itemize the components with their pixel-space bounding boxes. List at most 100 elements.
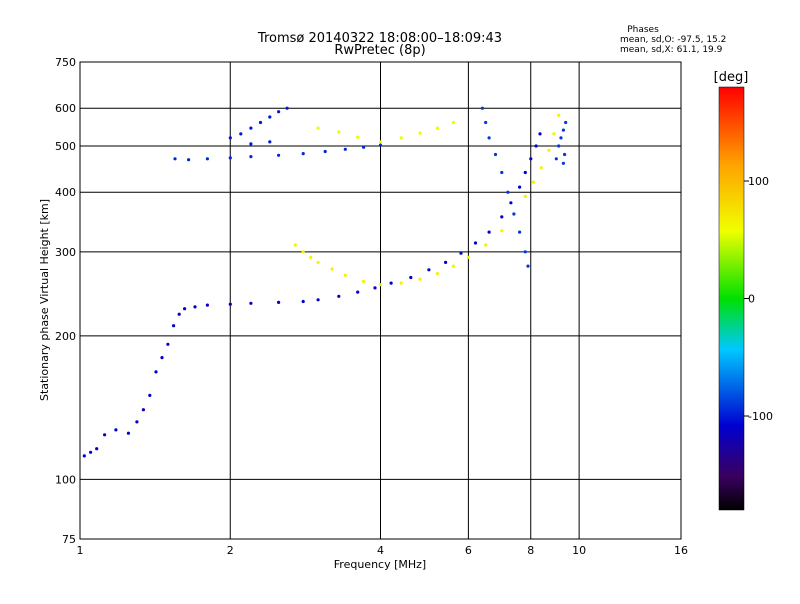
data-point: [301, 152, 305, 156]
data-point: [557, 144, 561, 148]
data-point: [547, 148, 551, 152]
data-point: [249, 126, 253, 130]
data-point: [268, 140, 272, 144]
x-tick-label: 10: [572, 544, 586, 557]
data-point: [249, 142, 253, 146]
data-point: [228, 136, 232, 140]
data-point: [277, 153, 281, 157]
data-point: [362, 279, 366, 284]
data-point: [166, 342, 170, 346]
x-tick-label: 6: [465, 544, 472, 557]
data-point: [451, 264, 455, 268]
x-tick-label: 2: [227, 544, 234, 557]
data-point: [399, 281, 403, 285]
data-point: [343, 147, 347, 151]
data-point: [564, 120, 568, 125]
data-point: [427, 268, 431, 272]
data-point: [435, 272, 439, 276]
stats-line-o: mean, sd,O: -97.5, 15.2: [620, 35, 726, 45]
data-point: [409, 275, 413, 280]
data-point: [557, 113, 561, 117]
data-point: [337, 294, 341, 298]
colorbar-label: [deg]: [714, 70, 749, 85]
data-point: [228, 302, 232, 306]
x-tick-label: 1: [77, 544, 84, 557]
data-point: [258, 120, 263, 125]
data-point: [82, 454, 86, 458]
colorbar-tick-label: 100: [748, 175, 769, 188]
data-point: [523, 194, 527, 198]
data-point: [484, 243, 488, 247]
data-point: [509, 201, 513, 205]
data-point: [205, 303, 209, 307]
data-point: [187, 158, 191, 162]
data-point: [154, 370, 158, 374]
stats-heading: Phases: [627, 25, 659, 35]
data-point: [193, 305, 197, 309]
data-point: [378, 140, 383, 144]
data-point: [444, 260, 448, 264]
data-point: [561, 128, 566, 132]
y-tick-label: 400: [55, 186, 76, 199]
y-tick-label: 600: [55, 102, 76, 115]
y-tick-label: 750: [55, 56, 76, 69]
y-tick-label: 500: [55, 140, 76, 153]
data-point: [277, 110, 281, 114]
data-point: [451, 120, 455, 125]
data-point: [493, 152, 498, 157]
y-tick-label: 300: [55, 246, 76, 259]
data-point: [114, 428, 118, 432]
data-point: [552, 132, 556, 136]
data-points: [82, 106, 568, 458]
colorbar-ticks: 100 0 -100: [744, 175, 773, 423]
data-point: [538, 132, 542, 136]
stats-line-x: mean, sd,X: 61.1, 19.9: [620, 45, 723, 55]
data-point: [473, 241, 478, 245]
data-point: [563, 152, 567, 157]
data-point: [487, 230, 491, 234]
colorbar-tick-label: -100: [748, 410, 773, 423]
data-point: [316, 126, 320, 130]
y-axis-label: Stationary phase Virtual Height [km]: [38, 199, 51, 401]
data-point: [373, 286, 377, 290]
data-point: [356, 135, 360, 139]
data-point: [343, 273, 347, 277]
data-point: [141, 408, 145, 412]
data-point: [183, 307, 187, 311]
data-point: [484, 120, 488, 125]
data-point: [500, 215, 504, 219]
x-axis-label: Frequency [MHz]: [334, 558, 426, 571]
data-point: [362, 145, 366, 149]
data-point: [466, 255, 470, 259]
data-point: [172, 324, 176, 328]
data-point: [148, 393, 152, 397]
data-point: [435, 126, 439, 130]
data-point: [249, 301, 253, 305]
data-point: [518, 185, 522, 189]
data-point: [173, 157, 177, 161]
data-point: [309, 255, 313, 259]
data-point: [301, 250, 305, 254]
data-point: [459, 251, 463, 255]
x-axis-ticks: 1 2 4 6 8 10 16: [77, 544, 689, 557]
chart-subtitle: RwPretec (8p): [334, 43, 425, 58]
data-point: [95, 447, 99, 451]
data-point: [418, 277, 422, 281]
data-point: [126, 431, 130, 435]
chart-title: Tromsø 20140322 18:08:00–18:09:43: [257, 31, 502, 46]
data-point: [539, 166, 543, 170]
data-point: [487, 136, 491, 140]
colorbar-tick-label: 0: [748, 293, 755, 306]
data-point: [177, 312, 181, 316]
data-point: [268, 115, 272, 119]
data-point: [378, 143, 383, 147]
data-point: [285, 106, 289, 110]
data-point: [160, 356, 164, 360]
data-point: [559, 136, 563, 140]
data-point: [561, 161, 566, 165]
y-tick-label: 100: [55, 473, 76, 486]
y-axis-ticks: 75 100 200 300 400 500 600 750: [55, 56, 76, 546]
colorbar: [718, 86, 745, 511]
